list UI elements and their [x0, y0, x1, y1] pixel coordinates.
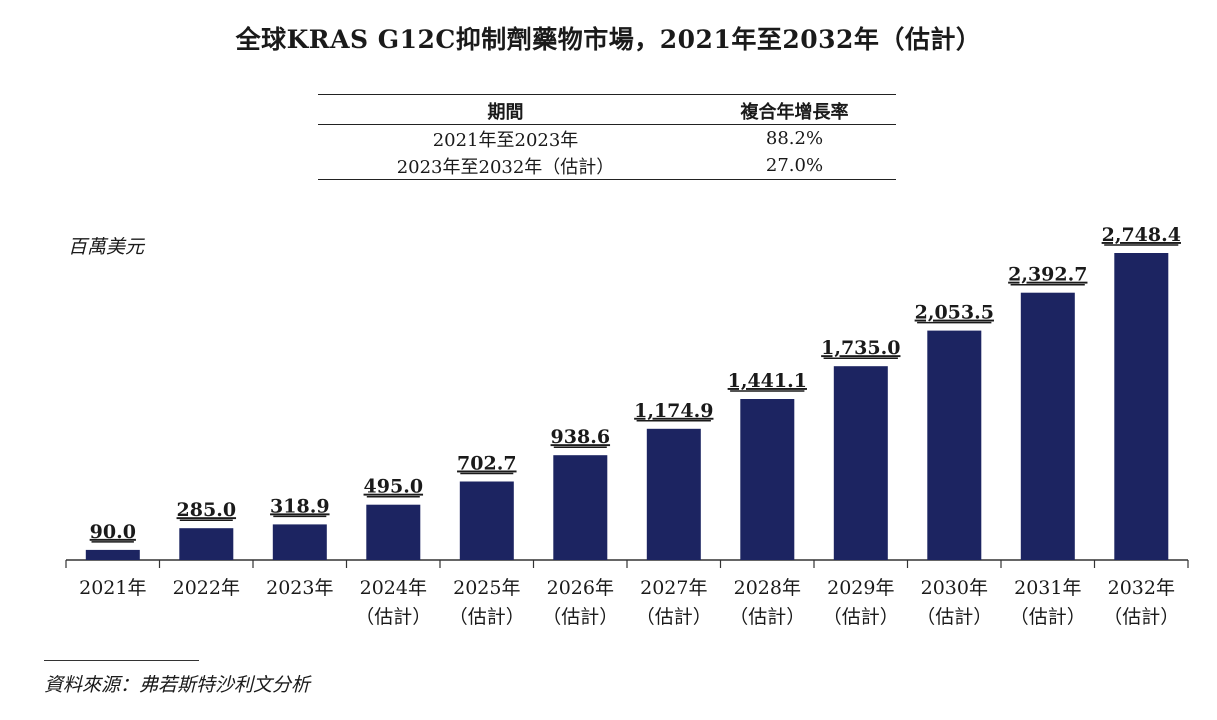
- x-tick-sublabel: （估計）: [823, 606, 899, 628]
- x-tick-label: 2028年: [734, 577, 801, 599]
- x-tick-label: 2026年: [547, 577, 614, 599]
- x-tick-label: 2021年: [79, 577, 146, 599]
- data-label: 495.0: [364, 476, 424, 498]
- x-tick-label: 2032年: [1108, 577, 1175, 599]
- x-tick-sublabel: （估計）: [1103, 606, 1179, 628]
- x-tick-label: 2023年: [266, 577, 333, 599]
- x-tick-label: 2024年: [360, 577, 427, 599]
- bar: [740, 399, 795, 560]
- period-cell: 2021年至2023年: [432, 129, 579, 151]
- x-tick-sublabel: （估計）: [355, 606, 431, 628]
- bar: [272, 524, 327, 560]
- rate-cell: 88.2%: [765, 128, 824, 149]
- source-note: 資料來源：弗若斯特沙利文分析: [44, 674, 311, 696]
- cagr-table-header: 期間 複合年增長率: [318, 94, 896, 125]
- source-divider: [44, 660, 199, 661]
- bar: [459, 481, 514, 560]
- data-label: 2,392.7: [1008, 264, 1087, 286]
- bar: [1114, 253, 1169, 560]
- cagr-table: 期間 複合年增長率 2021年至2023年 88.2% 2023年至2032年（…: [318, 94, 896, 180]
- y-unit-label: 百萬美元: [68, 236, 145, 258]
- bar: [179, 528, 234, 560]
- x-tick-sublabel: （估計）: [636, 606, 712, 628]
- x-tick-label: 2030年: [921, 577, 988, 599]
- x-tick-sublabel: （估計）: [916, 606, 992, 628]
- bar: [553, 455, 608, 560]
- bar-chart: 90.0 2021年 285.0 2022年 318.9 2023年 495.0 2024年 （…: [65, 224, 1189, 628]
- cagr-table-row: 2021年至2023年 88.2%: [318, 125, 896, 153]
- x-tick-label: 2027年: [640, 577, 707, 599]
- rate-cell: 27.0%: [693, 152, 896, 180]
- data-label: 1,174.9: [634, 400, 713, 422]
- data-label: 1,441.1: [728, 370, 807, 392]
- x-tick-sublabel: （估計）: [1010, 606, 1086, 628]
- bar: [85, 549, 140, 560]
- data-label: 1,735.0: [821, 337, 900, 359]
- period-cell: 2023年至2032年（估計）: [318, 152, 693, 180]
- chart-title: 全球KRAS G12C抑制劑藥物市場，2021年至2032年（估計）: [235, 25, 982, 54]
- x-tick-sublabel: （估計）: [542, 606, 618, 628]
- x-tick-label: 2029年: [827, 577, 894, 599]
- data-label: 318.9: [270, 495, 330, 517]
- x-tick-sublabel: （估計）: [449, 606, 525, 628]
- header-period: 期間: [318, 94, 693, 125]
- data-label: 702.7: [457, 453, 517, 475]
- bar: [927, 330, 982, 560]
- header-cagr: 複合年增長率: [693, 94, 896, 125]
- bar: [366, 504, 421, 560]
- cagr-table-row: 2023年至2032年（估計） 27.0%: [318, 152, 896, 180]
- x-tick-label: 2025年: [453, 577, 520, 599]
- bar: [833, 366, 888, 560]
- x-tick-label: 2022年: [173, 577, 240, 599]
- bar: [1020, 292, 1075, 560]
- data-label: 285.0: [177, 499, 237, 521]
- bar: [646, 428, 701, 560]
- data-label: 90.0: [90, 521, 136, 543]
- data-label: 938.6: [551, 426, 611, 448]
- x-tick-label: 2031年: [1014, 577, 1081, 599]
- data-label: 2,053.5: [915, 302, 994, 324]
- x-tick-sublabel: （估計）: [729, 606, 805, 628]
- data-label: 2,748.4: [1102, 224, 1181, 246]
